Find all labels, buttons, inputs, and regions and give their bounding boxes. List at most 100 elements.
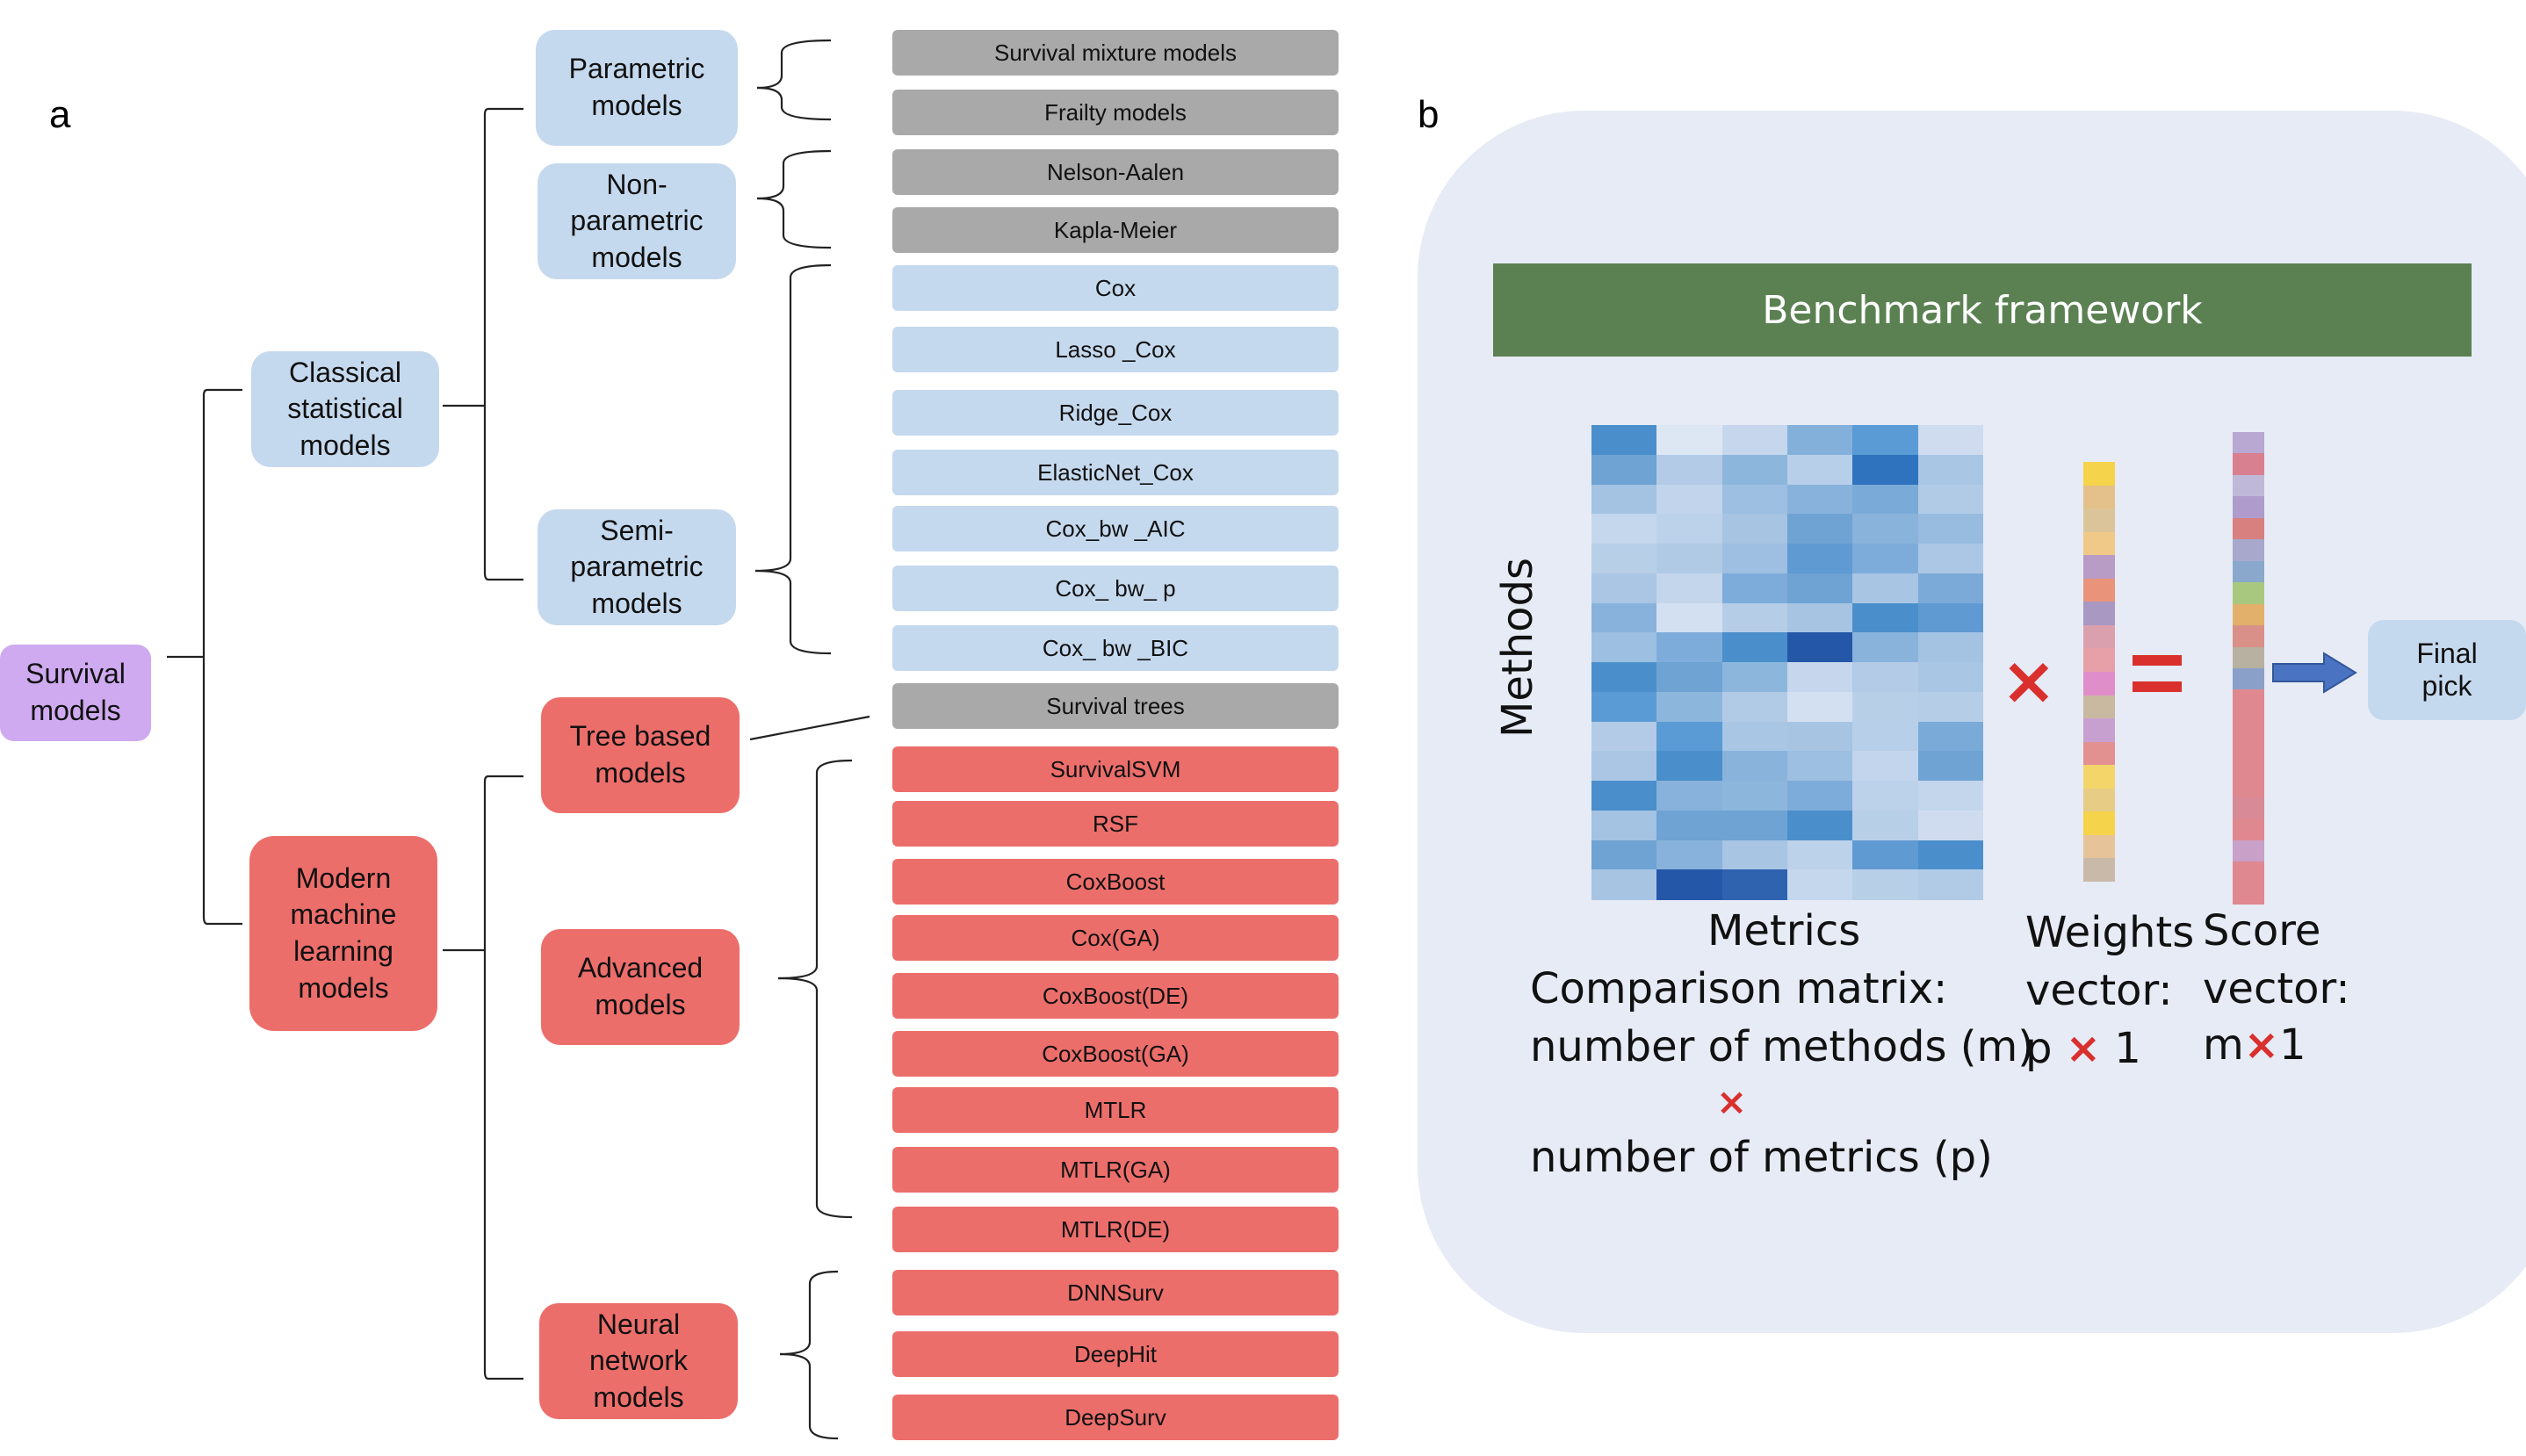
- heatmap-cell: [1656, 810, 1723, 840]
- heatmap-cell: [1852, 751, 1919, 782]
- leaf-coxboost: CoxBoost: [892, 859, 1339, 905]
- heatmap-cell: [1852, 691, 1919, 722]
- heatmap-cell: [1591, 751, 1657, 782]
- heatmap-cell: [1787, 454, 1853, 485]
- heatmap-cell: [1787, 751, 1853, 782]
- heatmap-cell: [1852, 840, 1919, 870]
- modern-ml-models: Modern machine learning models: [249, 836, 437, 1031]
- neural-brace-bottom: [779, 1352, 839, 1440]
- parametric-brace-top: [756, 39, 832, 90]
- heatmap-cell: [1852, 662, 1919, 693]
- heatmap-cell: [1591, 781, 1657, 811]
- leaf-coxboost-ga: CoxBoost(GA): [892, 1031, 1339, 1077]
- nonparametric-models: Non- parametric models: [538, 163, 736, 279]
- score-cell: [2233, 689, 2264, 712]
- heatmap-cell: [1656, 751, 1723, 782]
- comparison-times-icon: ×: [1716, 1080, 1748, 1123]
- heatmap-cell: [1917, 514, 1984, 544]
- weights-label: Weights: [2025, 908, 2195, 957]
- score-cell: [2233, 861, 2264, 884]
- heatmap-cell: [1656, 632, 1723, 663]
- heatmap-cell: [1787, 691, 1853, 722]
- heatmap-cell: [1591, 514, 1657, 544]
- heatmap-cell: [1721, 840, 1788, 870]
- heatmap-cell: [1721, 484, 1788, 515]
- score-cell: [2233, 732, 2264, 755]
- score-cell: [2233, 517, 2264, 540]
- score-cell: [2233, 840, 2264, 862]
- weights-dim-1: 1: [2114, 1024, 2141, 1073]
- score-label: Score: [2203, 906, 2321, 955]
- heatmap-cell: [1721, 751, 1788, 782]
- comparison-matrix-title: Comparison matrix:: [1530, 964, 1948, 1013]
- leaf-rsf: RSF: [892, 801, 1339, 847]
- leaf-lasso-cox: Lasso _Cox: [892, 327, 1339, 372]
- heatmap-cell: [1656, 484, 1723, 515]
- weights-vector-strip: [2083, 462, 2115, 883]
- heatmap-cell: [1656, 425, 1723, 456]
- parametric-brace-bottom: [756, 86, 832, 121]
- score-cell: [2233, 496, 2264, 519]
- weights-cell: [2083, 555, 2115, 580]
- heatmap-cell: [1917, 454, 1984, 485]
- heatmap-cell: [1656, 721, 1723, 752]
- leaf-survival-trees: Survival trees: [892, 683, 1339, 729]
- weights-dim-p: p: [2025, 1024, 2053, 1073]
- heatmap-cell: [1721, 810, 1788, 840]
- heatmap-cell: [1787, 514, 1853, 544]
- heatmap-cell: [1787, 721, 1853, 752]
- heatmap-cell: [1656, 869, 1723, 900]
- arrow-icon: [2272, 652, 2357, 694]
- classical-bracket: [483, 107, 523, 581]
- heatmap-cell: [1591, 662, 1657, 693]
- leaf-cox-bw-aic: Cox_bw _AIC: [892, 506, 1339, 551]
- heatmap-cell: [1852, 869, 1919, 900]
- leaf-frailty-models: Frailty models: [892, 90, 1339, 135]
- heatmap-cell: [1852, 781, 1919, 811]
- nonparametric-brace-top: [756, 149, 832, 200]
- score-cell: [2233, 883, 2264, 905]
- heatmap-cell: [1591, 544, 1657, 574]
- weights-cell: [2083, 834, 2115, 859]
- weights-cell: [2083, 765, 2115, 789]
- heatmap-cell: [1591, 484, 1657, 515]
- score-cell: [2233, 818, 2264, 841]
- score-dimension: m×1: [2203, 1020, 2306, 1070]
- weights-cell: [2083, 648, 2115, 673]
- weights-cell: [2083, 858, 2115, 883]
- heatmap-cell: [1656, 544, 1723, 574]
- survival-models-root: Survival models: [0, 645, 151, 741]
- heatmap-cell: [1917, 662, 1984, 693]
- score-cell: [2233, 603, 2264, 626]
- heatmap-cell: [1591, 602, 1657, 633]
- neural-brace-top: [779, 1270, 839, 1356]
- heatmap-cell: [1917, 751, 1984, 782]
- score-cell: [2233, 796, 2264, 819]
- heatmap-cell: [1917, 721, 1984, 752]
- score-cell: [2233, 582, 2264, 605]
- heatmap-cell: [1852, 484, 1919, 515]
- leaf-kapla-meier: Kapla-Meier: [892, 207, 1339, 253]
- score-cell: [2233, 432, 2264, 454]
- panel-a-letter: a: [49, 93, 71, 136]
- leaf-coxboost-de: CoxBoost(DE): [892, 973, 1339, 1019]
- weights-cell: [2083, 695, 2115, 719]
- score-vector-label: vector:: [2203, 964, 2350, 1013]
- heatmap-cell: [1852, 454, 1919, 485]
- heatmap-cell: [1656, 514, 1723, 544]
- heatmap-cell: [1917, 573, 1984, 603]
- heatmap-cell: [1591, 721, 1657, 752]
- tree-connector: [749, 715, 870, 741]
- leaf-ridge-cox: Ridge_Cox: [892, 390, 1339, 436]
- heatmap-cell: [1917, 691, 1984, 722]
- leaf-survivalsvm: SurvivalSVM: [892, 746, 1339, 792]
- nonparametric-brace-bottom: [756, 197, 832, 249]
- heatmap-cell: [1852, 602, 1919, 633]
- leaf-mtlr-ga: MTLR(GA): [892, 1147, 1339, 1193]
- leaf-deepsurv: DeepSurv: [892, 1395, 1339, 1440]
- weights-dimension: p × 1: [2025, 1024, 2141, 1073]
- score-cell: [2233, 646, 2264, 669]
- benchmark-framework-banner: Benchmark framework: [1493, 263, 2472, 357]
- heatmap-cell: [1656, 454, 1723, 485]
- weights-cell: [2083, 788, 2115, 812]
